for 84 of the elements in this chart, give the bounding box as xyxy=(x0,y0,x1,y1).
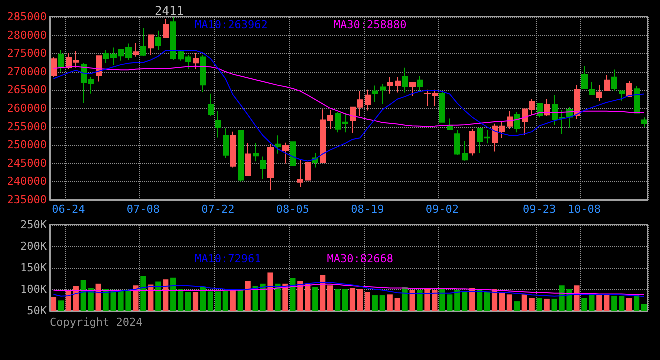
candlestick xyxy=(260,156,266,180)
candlestick xyxy=(215,110,221,138)
candlestick xyxy=(589,82,595,96)
candlestick xyxy=(626,80,632,98)
text: Copyright 2024 xyxy=(50,316,144,329)
candlestick xyxy=(387,76,393,94)
y-tick-label: 50K xyxy=(27,304,48,318)
candlestick xyxy=(507,110,513,130)
x-tick-label: 10-08 xyxy=(568,203,602,216)
y-tick-label: 200K xyxy=(20,240,48,253)
candlestick xyxy=(282,142,289,164)
candlestick xyxy=(409,82,416,97)
candlestick xyxy=(604,75,610,92)
candlestick xyxy=(290,142,296,166)
y-tick-label: 235000 xyxy=(7,194,47,206)
text: MA30:258880 xyxy=(334,18,407,32)
candlestick xyxy=(238,130,244,182)
candlestick xyxy=(365,89,371,112)
y-tick-label: 260000 xyxy=(7,102,47,115)
candlestick xyxy=(634,86,640,114)
x-tick-label: 08-05 xyxy=(276,203,310,216)
candlestick xyxy=(395,76,401,94)
series-label: MA10:72961 xyxy=(195,252,262,266)
y-tick-label: 275000 xyxy=(7,47,47,60)
candlestick xyxy=(641,117,647,128)
candlestick xyxy=(58,49,64,72)
x-tick-label: 07-22 xyxy=(202,203,235,216)
candlestick xyxy=(469,128,475,156)
candlestick xyxy=(544,98,550,117)
chart-title: 2411 xyxy=(155,4,184,18)
candlestick xyxy=(200,54,206,93)
candlestick xyxy=(230,131,236,168)
line-series xyxy=(53,66,645,128)
y-tick-label: 100K xyxy=(20,283,48,296)
y-tick-label: 250K xyxy=(20,218,48,232)
candlestick xyxy=(253,142,259,162)
candlestick xyxy=(581,66,588,90)
y-tick-label: 265000 xyxy=(7,84,47,97)
candlestick xyxy=(380,84,386,105)
candlestick xyxy=(275,135,281,154)
candlestick xyxy=(305,162,311,181)
y-tick-label: 240000 xyxy=(7,175,47,188)
x-tick-label: 08-19 xyxy=(351,203,384,216)
x-tick-label: 09-23 xyxy=(523,203,556,216)
candlestick xyxy=(140,28,146,57)
candlestick xyxy=(297,160,303,188)
candlestick xyxy=(155,30,161,50)
y-tick-label: 285000 xyxy=(7,10,47,24)
candlestick xyxy=(574,84,580,120)
candlestick xyxy=(51,56,57,78)
line-series xyxy=(53,50,645,162)
candlestick xyxy=(193,52,199,70)
candlestick xyxy=(208,93,214,118)
x-tick-label: 09-02 xyxy=(426,203,459,216)
series-label: MA10:263962 xyxy=(195,18,268,32)
y-tick-label: 245000 xyxy=(7,156,47,170)
candlestick xyxy=(596,84,602,102)
candlestick xyxy=(462,140,468,162)
candlestick xyxy=(402,67,408,94)
candlestick xyxy=(447,118,453,130)
x-tick-label: 06-24 xyxy=(52,203,86,216)
candlestick xyxy=(514,112,520,134)
candlestick xyxy=(439,90,445,123)
candlestick xyxy=(417,76,423,92)
candlestick xyxy=(170,16,176,61)
series-label: MA30:82668 xyxy=(327,252,394,266)
x-tick-label: 07-08 xyxy=(126,203,160,216)
candlestick xyxy=(223,128,229,159)
candlestick xyxy=(148,34,154,56)
candlestick xyxy=(454,130,460,156)
candlestick xyxy=(163,19,169,39)
y-tick-label: 250000 xyxy=(7,138,47,152)
candlestick xyxy=(245,142,251,176)
y-tick-label: 280000 xyxy=(7,28,47,42)
y-tick-label: 255000 xyxy=(7,120,47,134)
y-tick-label: 270000 xyxy=(7,65,47,78)
candlestick xyxy=(537,103,543,118)
candlestick xyxy=(611,69,617,92)
candlestick xyxy=(133,42,139,58)
candlestick xyxy=(267,144,274,191)
candlestick xyxy=(372,85,378,103)
candlestick xyxy=(619,90,625,102)
candlestick xyxy=(96,56,102,82)
y-tick-label: 150K xyxy=(20,262,48,274)
